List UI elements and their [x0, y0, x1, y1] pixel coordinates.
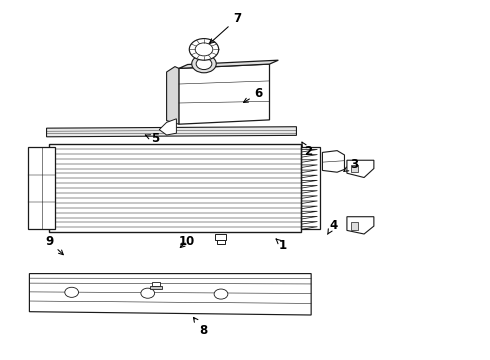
- Polygon shape: [347, 217, 374, 234]
- Polygon shape: [29, 274, 311, 315]
- Polygon shape: [47, 127, 296, 137]
- Bar: [152, 283, 160, 286]
- Circle shape: [141, 288, 155, 298]
- Bar: [217, 240, 224, 244]
- Bar: [28, 147, 55, 229]
- Circle shape: [196, 58, 212, 69]
- Text: 10: 10: [179, 235, 196, 248]
- Circle shape: [192, 55, 216, 73]
- Text: 7: 7: [210, 12, 241, 44]
- Circle shape: [195, 43, 213, 56]
- Bar: [301, 147, 320, 229]
- Text: 2: 2: [302, 142, 312, 158]
- Polygon shape: [179, 64, 270, 124]
- Polygon shape: [322, 150, 344, 172]
- Text: 3: 3: [344, 158, 358, 171]
- Text: 6: 6: [244, 87, 263, 103]
- Text: 9: 9: [45, 235, 63, 255]
- Text: 4: 4: [327, 219, 337, 234]
- Text: 5: 5: [145, 132, 159, 145]
- Bar: [351, 165, 358, 172]
- Bar: [150, 286, 162, 289]
- Bar: [215, 234, 226, 240]
- Bar: [351, 222, 358, 230]
- Circle shape: [214, 289, 228, 299]
- Text: 1: 1: [276, 239, 287, 252]
- Polygon shape: [179, 60, 278, 68]
- Text: 8: 8: [194, 318, 207, 337]
- Polygon shape: [159, 119, 176, 135]
- Bar: [49, 144, 301, 232]
- Circle shape: [65, 287, 78, 297]
- Circle shape: [189, 39, 219, 60]
- Polygon shape: [167, 67, 179, 124]
- Polygon shape: [347, 160, 374, 177]
